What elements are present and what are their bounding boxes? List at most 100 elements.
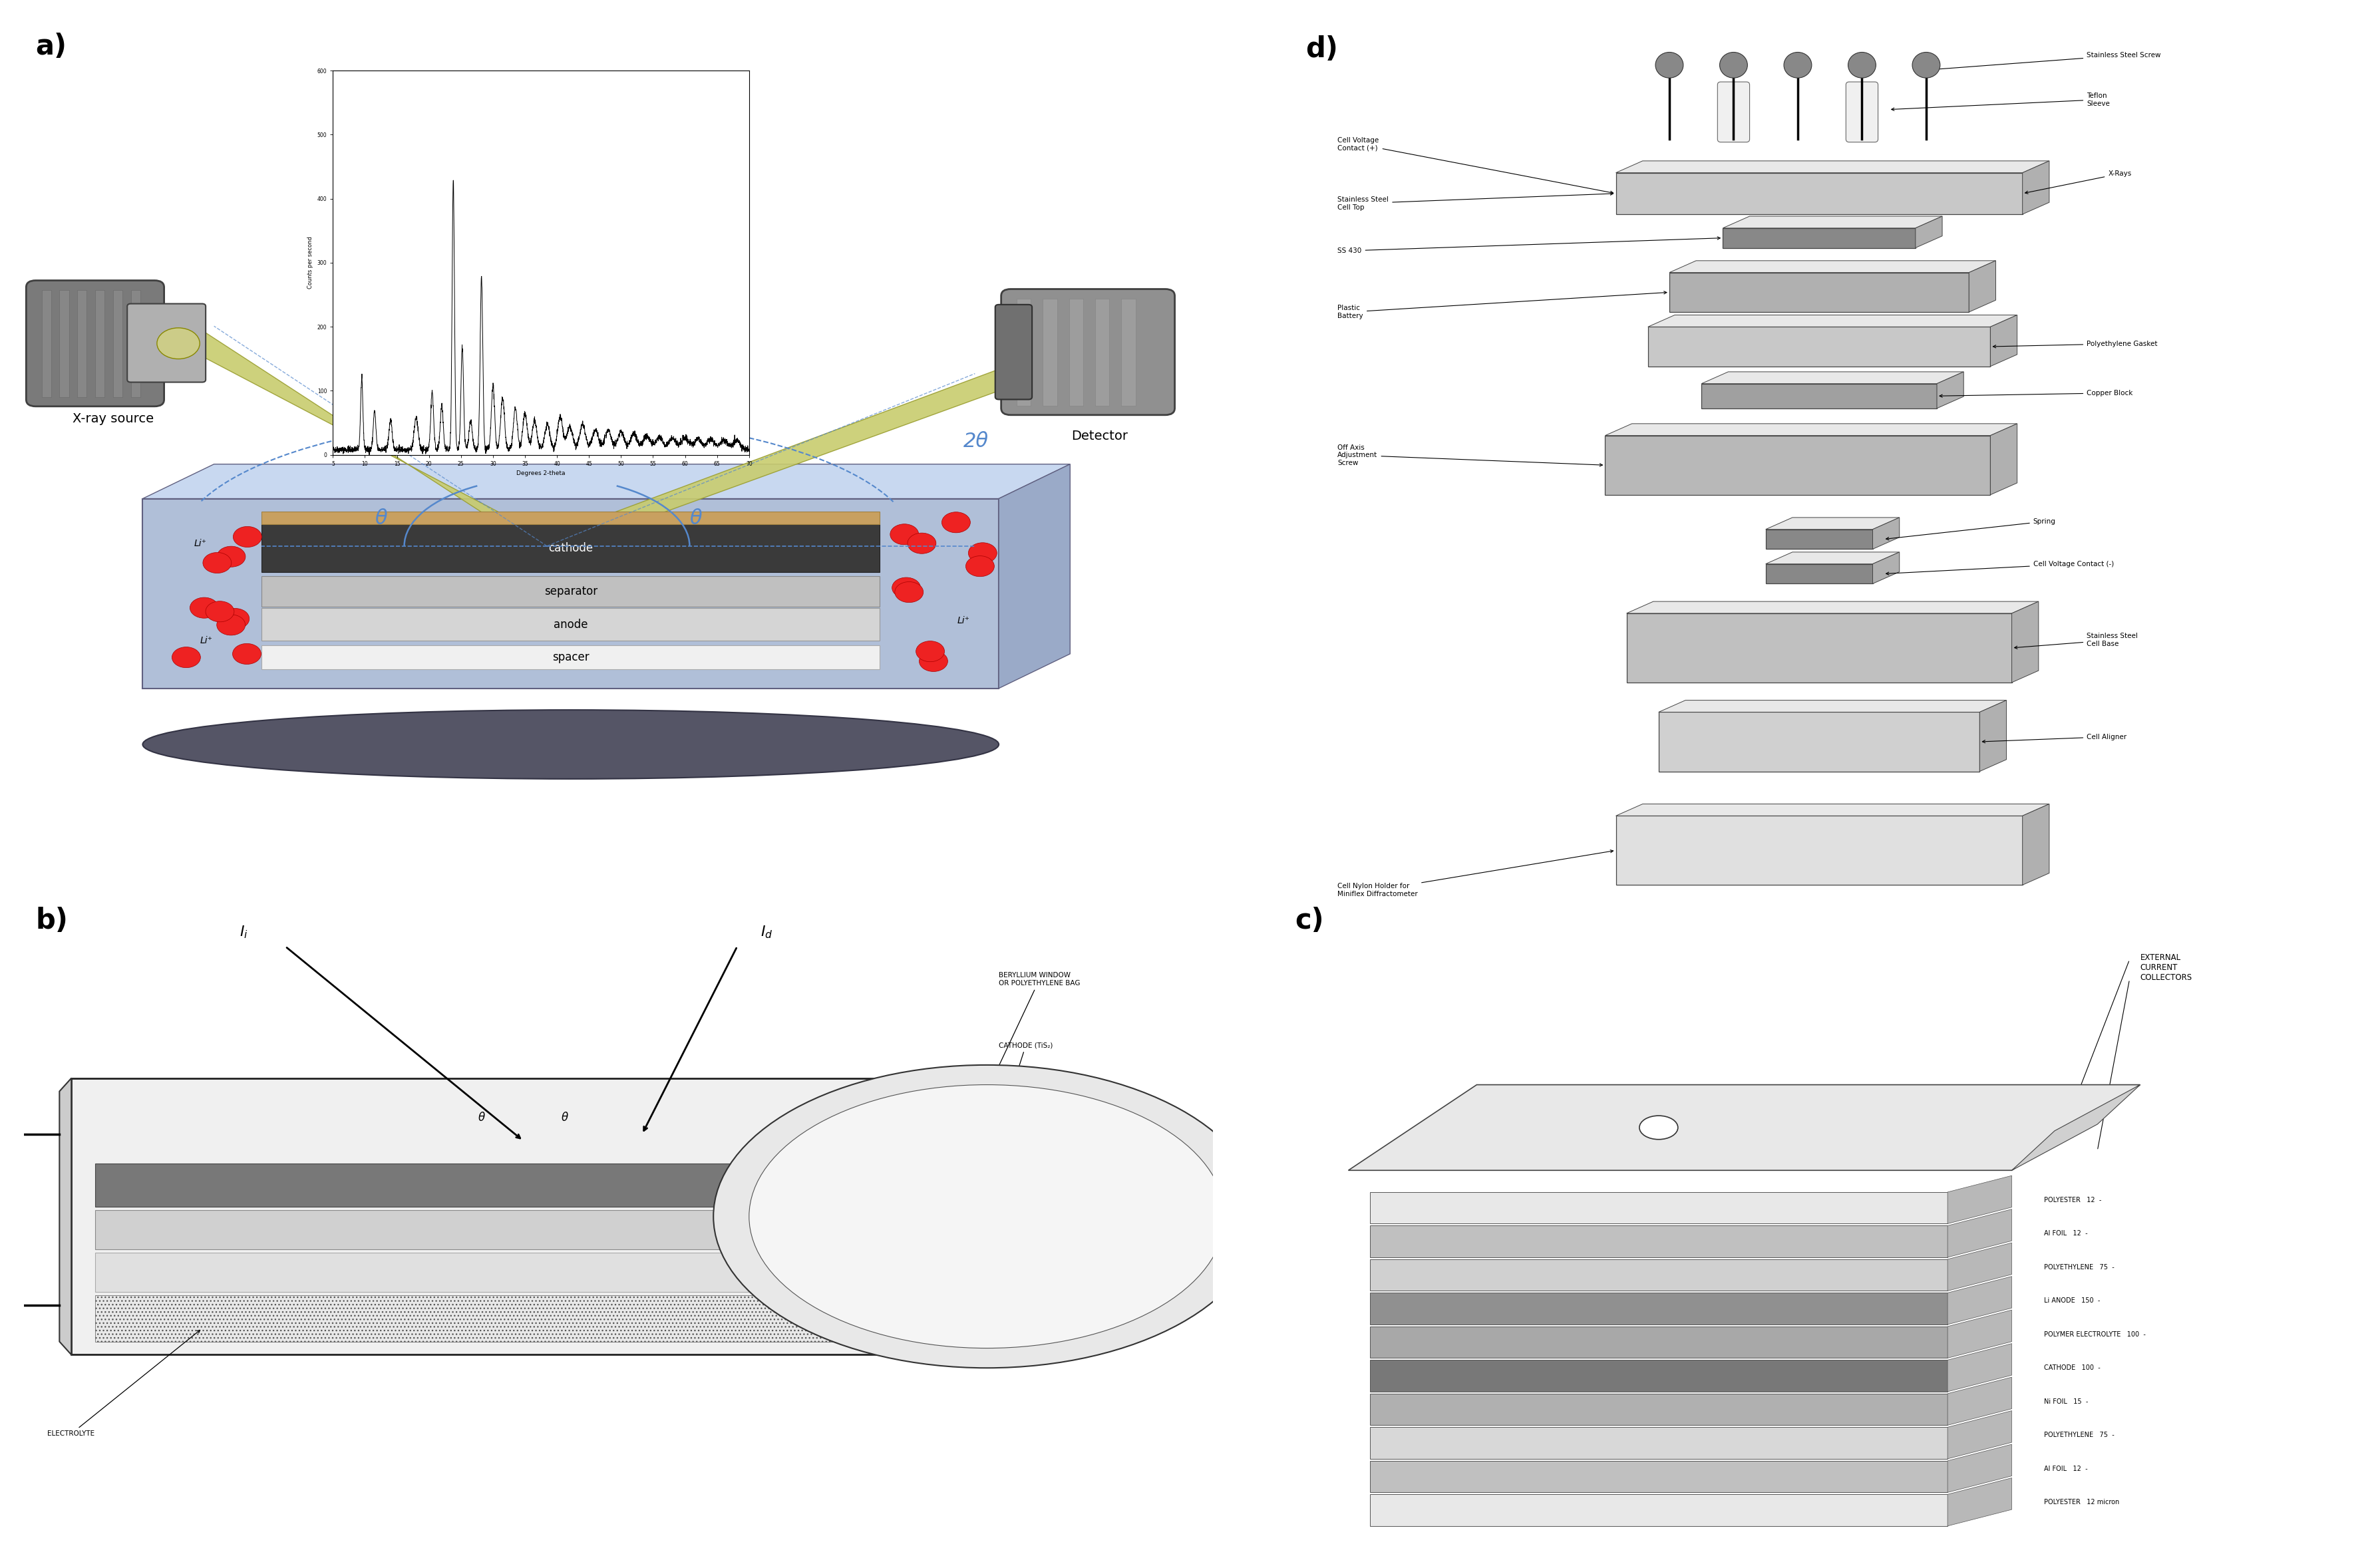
Text: BERYLLIUM WINDOW
OR POLYETHYLENE BAG: BERYLLIUM WINDOW OR POLYETHYLENE BAG bbox=[987, 972, 1080, 1088]
Text: POLYESTER   12 micron: POLYESTER 12 micron bbox=[2045, 1499, 2119, 1505]
Polygon shape bbox=[1948, 1243, 2012, 1290]
Polygon shape bbox=[1948, 1479, 2012, 1526]
Polygon shape bbox=[1348, 1085, 2140, 1170]
Polygon shape bbox=[1764, 517, 1900, 530]
Polygon shape bbox=[1703, 384, 1936, 408]
Text: Spring: Spring bbox=[1886, 517, 2055, 539]
Circle shape bbox=[892, 577, 920, 597]
Circle shape bbox=[908, 533, 937, 554]
Polygon shape bbox=[202, 331, 547, 555]
Polygon shape bbox=[262, 511, 880, 525]
Polygon shape bbox=[1948, 1209, 2012, 1258]
Polygon shape bbox=[1370, 1427, 1948, 1458]
FancyBboxPatch shape bbox=[1001, 289, 1175, 416]
FancyBboxPatch shape bbox=[1717, 82, 1750, 143]
Polygon shape bbox=[262, 525, 880, 572]
Circle shape bbox=[1719, 52, 1748, 78]
Circle shape bbox=[889, 524, 918, 544]
FancyBboxPatch shape bbox=[114, 290, 124, 397]
FancyBboxPatch shape bbox=[1044, 298, 1058, 406]
Polygon shape bbox=[2021, 162, 2050, 215]
FancyBboxPatch shape bbox=[1070, 298, 1084, 406]
Polygon shape bbox=[1648, 315, 2017, 326]
Text: Polyethylene Gasket: Polyethylene Gasket bbox=[1993, 340, 2157, 348]
Text: X-Rays: X-Rays bbox=[2026, 171, 2131, 194]
Text: Stainless Steel Screw: Stainless Steel Screw bbox=[1929, 52, 2162, 71]
Polygon shape bbox=[1978, 701, 2007, 771]
Circle shape bbox=[894, 582, 923, 602]
Text: Detector: Detector bbox=[1072, 430, 1127, 442]
Polygon shape bbox=[1370, 1494, 1948, 1526]
Polygon shape bbox=[1370, 1359, 1948, 1392]
Text: θ: θ bbox=[561, 1112, 568, 1124]
Polygon shape bbox=[1627, 613, 2012, 682]
Polygon shape bbox=[71, 1079, 927, 1355]
Text: POLYMER ELECTROLYTE   100  -: POLYMER ELECTROLYTE 100 - bbox=[2045, 1331, 2145, 1338]
Text: CATHODE (TiS₂): CATHODE (TiS₂) bbox=[987, 1041, 1053, 1165]
Polygon shape bbox=[1669, 273, 1969, 312]
Ellipse shape bbox=[143, 710, 999, 779]
FancyBboxPatch shape bbox=[1122, 298, 1137, 406]
FancyBboxPatch shape bbox=[1094, 298, 1108, 406]
Polygon shape bbox=[1605, 436, 1990, 495]
Circle shape bbox=[1912, 52, 1940, 78]
Text: ANODE (LiI): ANODE (LiI) bbox=[987, 1173, 1039, 1250]
Polygon shape bbox=[1764, 530, 1874, 549]
Text: Off Axis
Adjustment
Screw: Off Axis Adjustment Screw bbox=[1336, 444, 1603, 466]
Text: Stainless Steel
Cell Top: Stainless Steel Cell Top bbox=[1336, 193, 1612, 210]
Circle shape bbox=[1655, 52, 1684, 78]
Text: ELECTROLYTE: ELECTROLYTE bbox=[48, 1330, 200, 1438]
FancyBboxPatch shape bbox=[43, 290, 52, 397]
Circle shape bbox=[202, 552, 231, 574]
Polygon shape bbox=[1990, 315, 2017, 367]
Text: Al FOIL   12  -: Al FOIL 12 - bbox=[2045, 1466, 2088, 1472]
Polygon shape bbox=[1617, 804, 2050, 815]
Text: Li⁺: Li⁺ bbox=[958, 616, 970, 626]
FancyBboxPatch shape bbox=[1845, 82, 1879, 143]
Polygon shape bbox=[1948, 1344, 2012, 1392]
Polygon shape bbox=[1370, 1327, 1948, 1358]
Text: spacer: spacer bbox=[552, 651, 590, 663]
Polygon shape bbox=[1370, 1394, 1948, 1425]
Circle shape bbox=[221, 608, 250, 629]
Polygon shape bbox=[2012, 1085, 2140, 1170]
Polygon shape bbox=[1370, 1461, 1948, 1493]
Polygon shape bbox=[1936, 372, 1964, 408]
Polygon shape bbox=[1370, 1259, 1948, 1290]
Text: Li⁺: Li⁺ bbox=[200, 637, 212, 646]
Polygon shape bbox=[95, 1210, 904, 1250]
Polygon shape bbox=[95, 1163, 904, 1207]
Text: Cell Voltage Contact (-): Cell Voltage Contact (-) bbox=[1886, 561, 2114, 575]
Text: Teflon
Sleeve: Teflon Sleeve bbox=[1891, 93, 2109, 111]
FancyBboxPatch shape bbox=[95, 290, 105, 397]
Text: c): c) bbox=[1296, 906, 1325, 935]
Polygon shape bbox=[1648, 326, 1990, 367]
Polygon shape bbox=[1703, 372, 1964, 384]
Polygon shape bbox=[1370, 1294, 1948, 1325]
Circle shape bbox=[233, 527, 262, 547]
Polygon shape bbox=[1764, 552, 1900, 564]
Polygon shape bbox=[1617, 162, 2050, 172]
Polygon shape bbox=[1722, 216, 1943, 227]
Polygon shape bbox=[1948, 1411, 2012, 1458]
Polygon shape bbox=[1948, 1176, 2012, 1223]
Circle shape bbox=[216, 546, 245, 568]
Text: θ: θ bbox=[478, 1112, 485, 1124]
Text: CATHODE   100  -: CATHODE 100 - bbox=[2045, 1364, 2100, 1372]
Text: Li ANODE   150  -: Li ANODE 150 - bbox=[2045, 1297, 2100, 1305]
Polygon shape bbox=[2021, 804, 2050, 884]
Polygon shape bbox=[1617, 172, 2021, 215]
Circle shape bbox=[190, 597, 219, 618]
Circle shape bbox=[965, 557, 994, 577]
Text: X-ray source: X-ray source bbox=[71, 412, 155, 425]
Text: SEPARATOR: SEPARATOR bbox=[987, 1107, 1039, 1207]
FancyBboxPatch shape bbox=[76, 290, 88, 397]
Text: POLYETHYLENE   75  -: POLYETHYLENE 75 - bbox=[2045, 1432, 2114, 1438]
Circle shape bbox=[749, 1085, 1225, 1348]
Polygon shape bbox=[95, 1253, 904, 1292]
Circle shape bbox=[1638, 1116, 1679, 1140]
Text: a): a) bbox=[36, 33, 67, 61]
Polygon shape bbox=[1948, 1377, 2012, 1425]
Polygon shape bbox=[1660, 701, 2007, 712]
Polygon shape bbox=[1969, 260, 1995, 312]
